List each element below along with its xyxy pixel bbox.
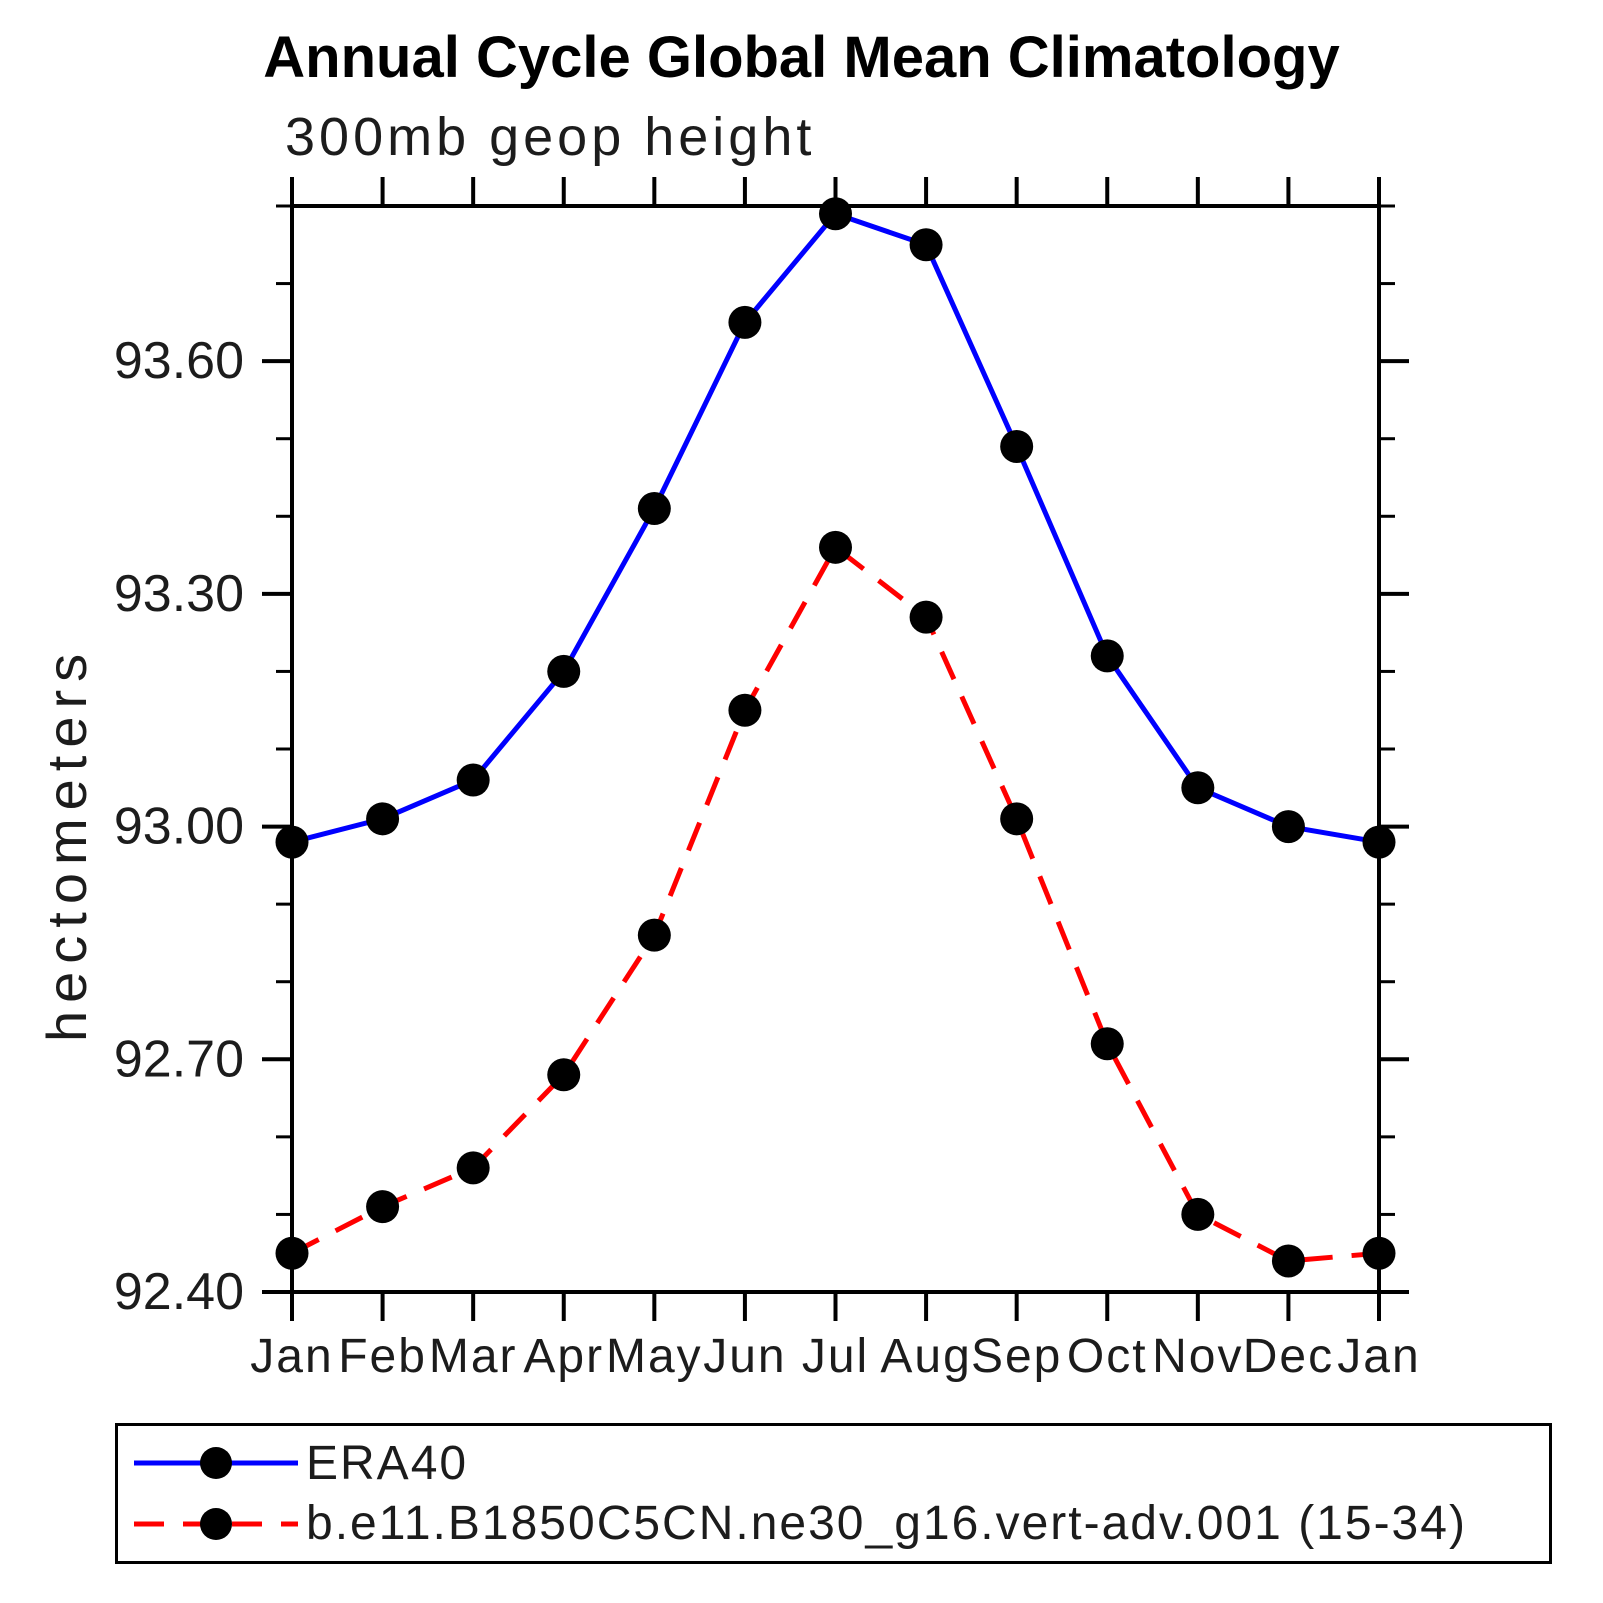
legend-box: ERA40 b.e11.B1850C5CN.ne30_g16.vert-adv.… — [115, 1423, 1552, 1564]
chart-title: Annual Cycle Global Mean Climatology — [263, 25, 1340, 90]
x-tick-label-apr-3: Apr — [523, 1330, 604, 1383]
y-tick-label-92.40: 92.40 — [114, 1263, 244, 1321]
model-point-dec-11 — [1271, 1244, 1305, 1278]
model-point-may-4 — [637, 918, 671, 952]
x-tick-label-jul-6: Jul — [802, 1330, 869, 1383]
x-tick-label-dec-11: Dec — [1243, 1330, 1334, 1383]
era40-point-jan-12 — [1362, 825, 1396, 859]
era40-point-dec-11 — [1271, 810, 1305, 844]
era40-sample-marker — [200, 1447, 232, 1480]
model-point-jan-12 — [1362, 1236, 1396, 1270]
era40-point-may-4 — [637, 492, 671, 526]
era40-sample — [134, 1447, 298, 1480]
model-point-jan-0 — [275, 1236, 309, 1270]
y-tick-label-93.00: 93.00 — [114, 798, 244, 856]
model-point-jun-5 — [728, 693, 762, 727]
model-point-jul-6 — [819, 530, 852, 564]
x-tick-label-mar-2: Mar — [429, 1330, 518, 1383]
model-line — [290, 543, 1380, 1264]
era40-point-apr-3 — [547, 654, 581, 688]
model-point-sep-8 — [1000, 802, 1034, 836]
plot-border — [290, 204, 1381, 1294]
legend-item-era40: ERA40 — [126, 1437, 1549, 1490]
model-point-feb-1 — [366, 1190, 400, 1224]
x-tick-label-jun-5: Jun — [703, 1330, 786, 1383]
model-point-oct-9 — [1090, 1027, 1124, 1061]
era40-point-jun-5 — [728, 305, 762, 339]
y-tick-label-93.60: 93.60 — [114, 332, 244, 390]
legend-label-era40: ERA40 — [306, 1436, 469, 1490]
legend-label-model: b.e11.B1850C5CN.ne30_g16.vert-adv.001 (1… — [306, 1497, 1467, 1551]
era40-point-oct-9 — [1090, 639, 1124, 673]
x-tick-label-sep-8: Sep — [971, 1330, 1062, 1383]
x-tick-label-jan-0: Jan — [250, 1330, 333, 1383]
model-point-mar-2 — [456, 1151, 490, 1185]
era40-point-aug-7 — [909, 228, 943, 262]
era40-point-sep-8 — [1000, 429, 1034, 463]
era40-point-jul-6 — [819, 197, 852, 231]
era40-point-mar-2 — [456, 763, 490, 797]
y-tick-label-92.70: 92.70 — [114, 1030, 244, 1088]
model-point-nov-10 — [1181, 1197, 1215, 1231]
x-tick-label-nov-10: Nov — [1152, 1330, 1243, 1383]
model-point-apr-3 — [547, 1058, 581, 1092]
era40-point-feb-1 — [366, 802, 400, 836]
legend-item-model: b.e11.B1850C5CN.ne30_g16.vert-adv.001 (1… — [126, 1497, 1549, 1550]
y-tick-label-93.30: 93.30 — [114, 565, 244, 623]
model-sample-marker — [200, 1507, 232, 1540]
x-tick-label-aug-7: Aug — [880, 1330, 971, 1383]
x-tick-label-jan-12: Jan — [1337, 1330, 1420, 1383]
x-tick-label-oct-9: Oct — [1067, 1330, 1148, 1383]
era40-point-nov-10 — [1181, 771, 1215, 805]
chart-subtitle: 300mb geop height — [285, 107, 816, 167]
era40-line — [291, 210, 1380, 845]
x-tick-label-may-4: May — [606, 1330, 703, 1383]
x-tick-label-feb-1: Feb — [338, 1330, 427, 1383]
model-point-aug-7 — [909, 600, 943, 634]
model-sample — [134, 1507, 298, 1540]
era40-point-jan-0 — [275, 825, 309, 859]
